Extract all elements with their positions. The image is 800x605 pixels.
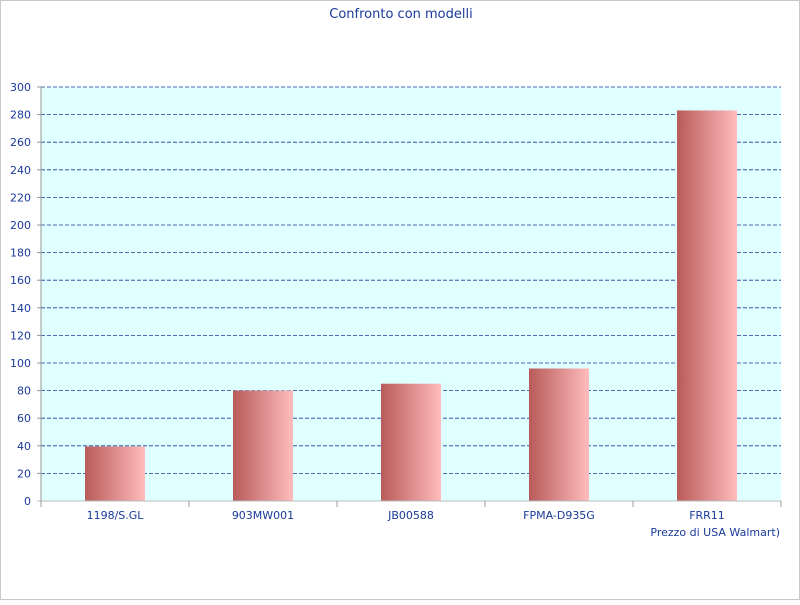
- y-tick-label: 20: [17, 467, 31, 480]
- y-tick-label: 260: [10, 136, 31, 149]
- x-tick-label: JB00588: [387, 509, 434, 522]
- y-tick-label: 0: [24, 495, 31, 508]
- x-axis-label: Prezzo di USA Walmart): [650, 526, 780, 539]
- y-tick-label: 40: [17, 440, 31, 453]
- bar: [529, 368, 589, 501]
- y-tick-label: 160: [10, 274, 31, 287]
- y-tick-label: 300: [10, 81, 31, 94]
- y-tick-label: 120: [10, 329, 31, 342]
- bar: [233, 390, 293, 501]
- x-tick-label: FPMA-D935G: [523, 509, 595, 522]
- y-tick-label: 100: [10, 357, 31, 370]
- y-tick-label: 240: [10, 164, 31, 177]
- bar: [85, 446, 145, 501]
- bar: [381, 383, 441, 501]
- x-tick-label: 1198/S.GL: [87, 509, 145, 522]
- y-tick-label: 60: [17, 412, 31, 425]
- y-tick-label: 200: [10, 219, 31, 232]
- bar: [677, 110, 737, 502]
- chart-title: Confronto con modelli: [329, 7, 472, 22]
- y-tick-label: 220: [10, 191, 31, 204]
- x-tick-label: 903MW001: [232, 509, 294, 522]
- bars: [85, 110, 737, 502]
- y-tick-label: 140: [10, 302, 31, 315]
- y-tick-label: 280: [10, 109, 31, 122]
- x-tick-label: FRR11: [689, 509, 725, 522]
- y-tick-label: 180: [10, 247, 31, 260]
- y-tick-label: 80: [17, 385, 31, 398]
- axes: 0 20 40 60 80 100 120 140 160 180 200 220 240 260 280 3…: [10, 81, 782, 522]
